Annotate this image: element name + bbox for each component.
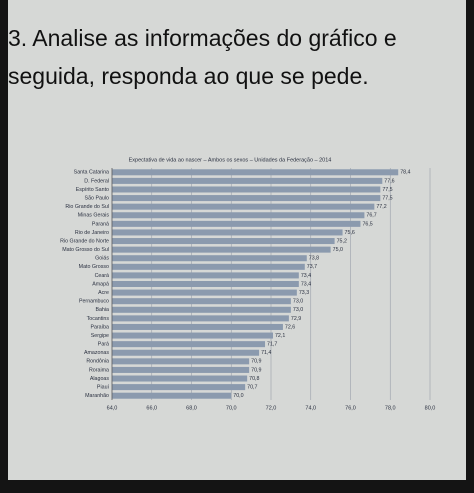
value-label: 72,6 <box>285 324 295 330</box>
value-label: 73,0 <box>293 299 303 305</box>
bar <box>112 366 250 373</box>
value-label: 70,7 <box>247 385 257 391</box>
y-tick-label: Paraná <box>92 221 109 227</box>
value-label: 73,3 <box>299 290 309 296</box>
bar <box>112 186 381 193</box>
value-label: 75,6 <box>345 230 355 236</box>
value-label: 77,6 <box>384 178 394 184</box>
y-tick-label: São Paulo <box>85 195 109 201</box>
bar <box>112 177 383 184</box>
y-tick-label: Amapá <box>92 281 109 287</box>
y-tick-label: Pernambuco <box>79 299 109 305</box>
x-tick-label: 74,0 <box>305 405 316 411</box>
y-tick-label: Mato Grosso do Sul <box>62 247 109 253</box>
bar <box>112 306 291 313</box>
y-tick-label: Ceará <box>95 273 109 279</box>
value-label: 72,9 <box>291 316 301 322</box>
y-tick-label: D. Federal <box>84 178 109 184</box>
y-tick-label: Sergipe <box>91 333 109 339</box>
x-tick-label: 70,0 <box>226 405 237 411</box>
bar <box>112 212 365 219</box>
bar <box>112 229 343 236</box>
x-tick-label: 76,0 <box>345 405 356 411</box>
x-tick-label: 72,0 <box>266 405 277 411</box>
value-label: 76,7 <box>366 213 376 219</box>
bar <box>112 332 273 339</box>
y-tick-label: Espírito Santo <box>76 187 109 193</box>
bar <box>112 272 299 279</box>
bar <box>112 195 381 202</box>
bar <box>112 289 297 296</box>
bar <box>112 341 266 348</box>
value-label: 70,0 <box>233 393 243 399</box>
bar <box>112 169 399 176</box>
header-line: seguida, responda ao que se pede. <box>8 63 369 89</box>
y-tick-label: Minas Gerais <box>78 213 110 219</box>
value-label: 77,5 <box>382 187 392 193</box>
value-label: 73,8 <box>309 256 319 262</box>
bar <box>112 255 307 262</box>
y-tick-label: Amazonas <box>84 350 109 356</box>
bar <box>112 384 246 391</box>
value-label: 70,9 <box>251 359 261 365</box>
value-label: 73,4 <box>301 281 311 287</box>
x-tick-label: 80,0 <box>425 405 436 411</box>
y-tick-label: Bahia <box>95 307 109 313</box>
x-tick-label: 68,0 <box>186 405 197 411</box>
x-tick-label: 66,0 <box>146 405 157 411</box>
bar <box>112 246 331 253</box>
value-label: 78,4 <box>400 170 410 176</box>
y-tick-label: Rio Grande do Sul <box>65 204 109 210</box>
bar <box>112 263 305 270</box>
bar <box>112 238 335 245</box>
x-tick-label: 78,0 <box>385 405 396 411</box>
bar <box>112 349 260 356</box>
x-tick-label: 64,0 <box>107 405 118 411</box>
value-label: 77,2 <box>376 204 386 210</box>
y-tick-label: Acre <box>98 290 109 296</box>
y-tick-label: Piauí <box>97 385 110 391</box>
value-label: 75,2 <box>337 238 347 244</box>
value-label: 73,4 <box>301 273 311 279</box>
y-tick-label: Rio de Janeiro <box>75 230 109 236</box>
y-tick-label: Rondônia <box>86 359 109 365</box>
y-tick-label: Mato Grosso <box>79 264 109 270</box>
y-tick-label: Maranhão <box>85 393 109 399</box>
value-label: 77,5 <box>382 195 392 201</box>
y-tick-label: Santa Catarina <box>74 170 109 176</box>
y-tick-label: Tocantins <box>87 316 110 322</box>
chart-title: Expectativa de vida ao nascer – Ambos os… <box>129 157 332 163</box>
bar <box>112 220 361 227</box>
y-tick-label: Alagoas <box>90 376 109 382</box>
bar <box>112 315 289 322</box>
value-label: 73,7 <box>307 264 317 270</box>
header-line: 3. Analise as informações do gráfico e <box>8 25 397 51</box>
value-label: 72,1 <box>275 333 285 339</box>
y-tick-label: Paraíba <box>90 324 109 330</box>
y-tick-label: Rio Grande do Norte <box>60 238 109 244</box>
bar <box>112 203 375 210</box>
value-label: 75,0 <box>333 247 343 253</box>
y-tick-label: Goiás <box>95 256 109 262</box>
value-label: 76,5 <box>362 221 372 227</box>
bar <box>112 323 283 330</box>
y-tick-label: Pará <box>98 342 109 348</box>
bar <box>112 298 291 305</box>
value-label: 70,9 <box>251 367 261 373</box>
value-label: 70,8 <box>249 376 259 382</box>
bar <box>112 358 250 365</box>
value-label: 73,0 <box>293 307 303 313</box>
y-tick-label: Roraima <box>89 367 109 373</box>
value-label: 71,7 <box>267 342 277 348</box>
bar <box>112 392 232 399</box>
bar <box>112 375 248 382</box>
bar <box>112 280 299 288</box>
value-label: 71,4 <box>261 350 271 356</box>
